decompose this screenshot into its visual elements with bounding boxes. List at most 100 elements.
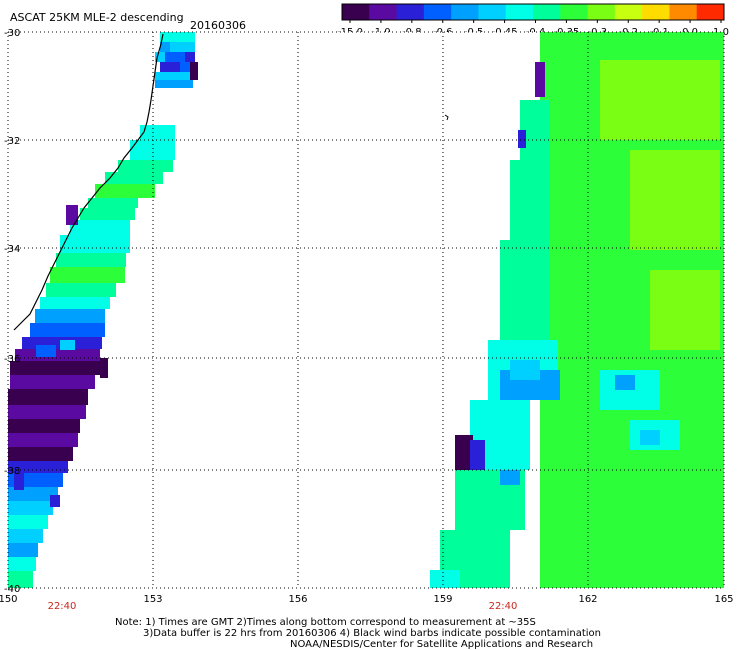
swath-cell bbox=[8, 515, 48, 529]
swath-cell bbox=[46, 283, 116, 297]
swath-left bbox=[8, 32, 198, 588]
latitude-label: -40 bbox=[4, 584, 20, 595]
swath-cell bbox=[535, 62, 545, 97]
colorbar-segment bbox=[342, 4, 370, 20]
swath-cell bbox=[155, 80, 193, 88]
swath-cell bbox=[8, 389, 88, 405]
colorbar-segment bbox=[505, 4, 534, 20]
swath-cell bbox=[455, 435, 473, 470]
swath-cell bbox=[510, 160, 550, 240]
swath-cell bbox=[100, 358, 108, 378]
longitude-axis: 150 153 156 159 162 165 bbox=[0, 594, 734, 605]
swath-cell bbox=[60, 235, 130, 253]
swath-cell bbox=[10, 361, 100, 375]
island-marker bbox=[444, 114, 449, 121]
footer-note-2: 3)Data buffer is 22 hrs from 20160306 4)… bbox=[143, 628, 601, 639]
swath-cell bbox=[36, 345, 56, 357]
colorbar-segment bbox=[451, 4, 479, 20]
swath-cell bbox=[8, 571, 33, 588]
swath-cell bbox=[70, 220, 130, 235]
swath-cell bbox=[8, 487, 58, 501]
swath-cell bbox=[118, 160, 173, 172]
swath-cell bbox=[500, 470, 520, 485]
longitude-label: 153 bbox=[143, 594, 162, 605]
swath-right bbox=[430, 32, 724, 588]
swath-cell bbox=[66, 205, 78, 225]
swath-cell bbox=[8, 529, 43, 543]
swath-cell bbox=[160, 32, 195, 42]
swath-cell bbox=[518, 130, 526, 148]
footer-note-1: Note: 1) Times are GMT 2)Times along bot… bbox=[115, 617, 536, 628]
footer-credit: NOAA/NESDIS/Center for Satellite Applica… bbox=[290, 639, 593, 650]
latitude-axis: -30 -32 -34 -36 -38 -40 bbox=[4, 28, 20, 595]
colorbar-segment bbox=[696, 4, 725, 20]
gridlines bbox=[7, 31, 725, 589]
swath-cell bbox=[510, 360, 540, 380]
colorbar-segment bbox=[423, 4, 452, 20]
swath-cell bbox=[15, 349, 100, 361]
swath-cell bbox=[170, 42, 195, 52]
swath-cell bbox=[160, 42, 170, 52]
swath-cell bbox=[650, 270, 720, 350]
colorbar-segment bbox=[533, 4, 561, 20]
swath-cell bbox=[10, 375, 95, 389]
swath-cell bbox=[180, 62, 190, 72]
colorbar-segment bbox=[478, 4, 507, 20]
time-axis: 22:40 22:40 bbox=[48, 601, 518, 612]
latitude-label: -30 bbox=[4, 28, 20, 39]
latitude-label: -36 bbox=[4, 354, 20, 365]
longitude-label: 165 bbox=[714, 594, 733, 605]
swath-cell bbox=[630, 150, 720, 250]
longitude-label: 159 bbox=[433, 594, 452, 605]
swath-cell bbox=[40, 297, 110, 309]
swath-cell bbox=[500, 240, 550, 340]
coastline bbox=[13, 33, 164, 331]
swath-cell bbox=[8, 405, 86, 419]
swath-cell bbox=[155, 52, 165, 62]
swath-cell bbox=[80, 208, 135, 220]
swath-cell bbox=[8, 557, 36, 571]
longitude-label: 162 bbox=[578, 594, 597, 605]
swath-cell bbox=[615, 375, 635, 390]
swath-cell bbox=[190, 62, 198, 80]
swath-cell bbox=[470, 440, 485, 470]
colorbar-segment bbox=[669, 4, 698, 20]
swath-cell bbox=[8, 433, 78, 447]
colorbar-segment bbox=[560, 4, 589, 20]
colorbar-segment bbox=[614, 4, 643, 20]
swath-cell bbox=[185, 52, 195, 62]
swath-cell bbox=[160, 62, 180, 72]
latitude-label: -38 bbox=[4, 466, 20, 477]
swath-cell bbox=[95, 184, 155, 198]
swath-cell bbox=[8, 543, 38, 557]
swath-cell bbox=[50, 495, 60, 507]
swath-cell bbox=[50, 267, 125, 283]
swath-cell bbox=[105, 172, 163, 184]
longitude-label: 150 bbox=[0, 594, 18, 605]
colorbar-segment bbox=[587, 4, 616, 20]
swath-cell bbox=[600, 60, 720, 140]
latitude-label: -34 bbox=[4, 244, 20, 255]
longitude-label: 156 bbox=[288, 594, 307, 605]
swath-cell bbox=[56, 253, 126, 267]
swath-cell bbox=[35, 309, 105, 323]
swath-cell bbox=[60, 340, 75, 350]
colorbar-segment bbox=[396, 4, 425, 20]
colorbar-segment bbox=[642, 4, 670, 20]
colorbar-segment bbox=[369, 4, 398, 20]
swath-cell bbox=[88, 198, 138, 208]
swath-cell bbox=[140, 125, 175, 140]
swath-cell bbox=[430, 570, 460, 588]
pass-time-label: 22:40 bbox=[48, 601, 77, 612]
latitude-label: -32 bbox=[4, 136, 20, 147]
swath-cell bbox=[8, 419, 80, 433]
swath-cell bbox=[8, 501, 53, 515]
plot-area bbox=[7, 31, 725, 589]
swath-cell bbox=[8, 447, 73, 461]
swath-cell bbox=[640, 430, 660, 445]
swath-cell bbox=[30, 323, 105, 337]
colorbar-frame bbox=[341, 3, 725, 21]
map-title: ASCAT 25KM MLE-2 descending bbox=[10, 11, 184, 24]
map-date: 20160306 bbox=[190, 19, 246, 32]
swath-cell bbox=[165, 52, 185, 62]
